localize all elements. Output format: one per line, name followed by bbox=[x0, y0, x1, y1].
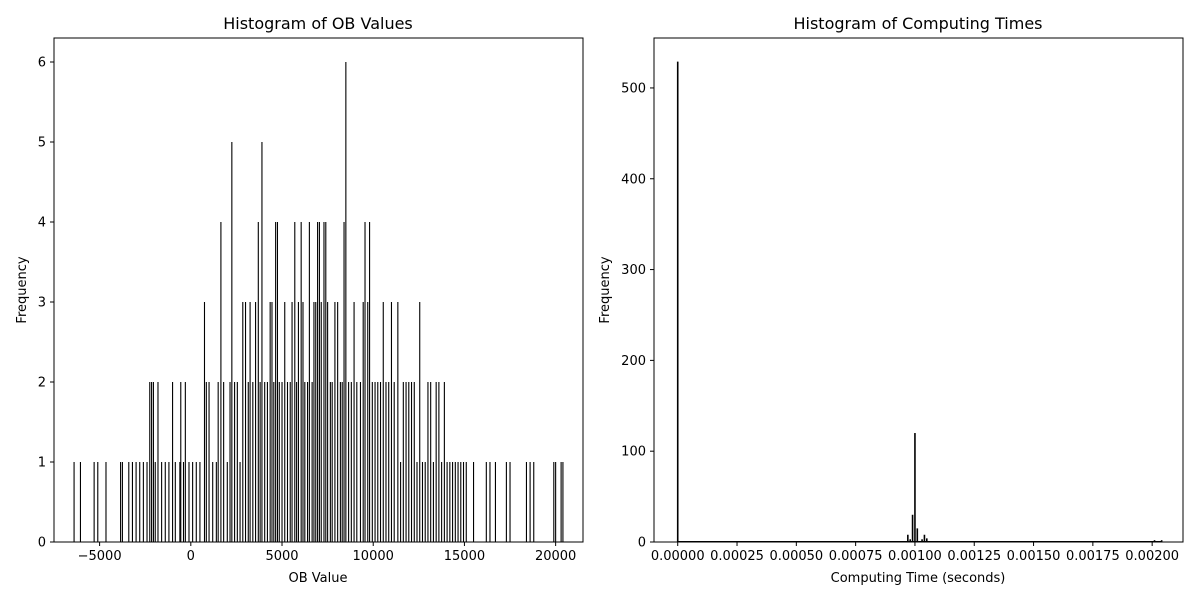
ob-x-tick-label: −5000 bbox=[78, 549, 122, 564]
ob-x-tick-label: 20000 bbox=[535, 549, 576, 564]
ob-x-tick-label: 10000 bbox=[353, 549, 394, 564]
ob-y-tick-label: 6 bbox=[38, 56, 46, 71]
time-axes-frame bbox=[653, 37, 1184, 543]
time-x-axis-label: Computing Time (seconds) bbox=[831, 571, 1006, 586]
ob-x-tick-label: 15000 bbox=[444, 549, 485, 564]
ob-histogram-title: Histogram of OB Values bbox=[223, 14, 413, 33]
ob-y-ticks: 0 1 2 3 4 5 6 bbox=[38, 56, 54, 551]
ob-y-tick-label: 2 bbox=[38, 376, 46, 391]
time-x-tick-label: 0.00100 bbox=[888, 549, 942, 564]
time-y-tick-label: 300 bbox=[621, 263, 646, 278]
time-x-tick-label: 0.00125 bbox=[947, 549, 1001, 564]
ob-x-ticks: −5000 0 5000 10000 15000 20000 bbox=[78, 542, 576, 564]
time-y-tick-label: 200 bbox=[621, 354, 646, 369]
ob-x-axis-label: OB Value bbox=[289, 571, 348, 586]
ob-y-tick-label: 4 bbox=[38, 216, 46, 231]
time-y-axis-label: Frequency bbox=[598, 256, 613, 323]
time-x-tick-label: 0.00075 bbox=[829, 549, 883, 564]
time-y-ticks: 0 100 200 300 400 500 bbox=[621, 81, 654, 551]
time-y-tick-label: 500 bbox=[621, 81, 646, 96]
ob-y-tick-label: 0 bbox=[38, 536, 46, 551]
ob-x-tick-label: 5000 bbox=[265, 549, 298, 564]
ob-y-tick-label: 1 bbox=[38, 456, 46, 471]
time-histogram-title: Histogram of Computing Times bbox=[793, 14, 1042, 33]
time-y-tick-label: 400 bbox=[621, 172, 646, 187]
ob-axes-frame bbox=[53, 37, 584, 543]
time-x-tick-label: 0.00175 bbox=[1066, 549, 1120, 564]
computing-times-panel: Histogram of Computing Times Computing T… bbox=[598, 14, 1184, 586]
time-x-tick-label: 0.00000 bbox=[651, 549, 705, 564]
ob-y-tick-label: 3 bbox=[38, 296, 46, 311]
ob-y-tick-label: 5 bbox=[38, 136, 46, 151]
time-x-tick-label: 0.00025 bbox=[710, 549, 764, 564]
time-x-ticks: 0.00000 0.00025 0.00050 0.00075 0.00100 0.001… bbox=[651, 542, 1179, 564]
ob-bars bbox=[73, 62, 564, 543]
time-y-tick-label: 100 bbox=[621, 445, 646, 460]
time-x-tick-label: 0.00200 bbox=[1125, 549, 1179, 564]
ob-values-panel: Histogram of OB Values OB Value Frequenc… bbox=[15, 14, 584, 586]
time-x-tick-label: 0.00150 bbox=[1007, 549, 1061, 564]
ob-x-tick-label: 0 bbox=[187, 549, 195, 564]
time-y-tick-label: 0 bbox=[638, 536, 646, 551]
time-x-tick-label: 0.00050 bbox=[769, 549, 823, 564]
ob-y-axis-label: Frequency bbox=[15, 256, 30, 323]
time-bars bbox=[676, 61, 1163, 542]
